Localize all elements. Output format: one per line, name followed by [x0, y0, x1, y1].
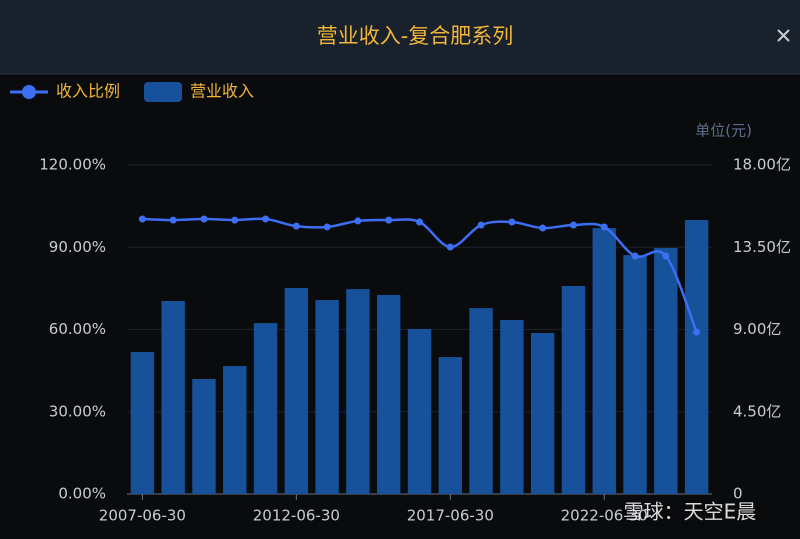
- line-point: [292, 222, 300, 230]
- line-point: [138, 215, 146, 223]
- bar: [130, 351, 155, 494]
- bar: [161, 300, 185, 494]
- bar: [561, 285, 586, 494]
- close-button[interactable]: [777, 29, 790, 42]
- bar: [377, 294, 401, 494]
- y2-tick-label: 4.50亿: [733, 402, 781, 420]
- line-point: [631, 252, 639, 260]
- legend-label: 营业收入: [190, 82, 254, 101]
- x-tick-label: 2022-06-30: [561, 507, 648, 525]
- bar: [438, 357, 462, 494]
- bar: [684, 220, 709, 494]
- line-point: [200, 215, 208, 223]
- y-tick-label: 0.00%: [58, 485, 106, 503]
- y2-tick-label: 18.00亿: [733, 156, 791, 174]
- line-point: [539, 224, 547, 232]
- bar: [592, 228, 616, 494]
- line-point: [662, 252, 670, 260]
- legend-label: 收入比例: [56, 82, 120, 101]
- line-point: [508, 218, 516, 226]
- bar: [654, 247, 678, 494]
- bar: [192, 379, 216, 494]
- line-point: [446, 243, 454, 251]
- y-tick-label: 30.00%: [49, 402, 106, 420]
- line-point: [262, 215, 270, 223]
- bar: [315, 300, 339, 494]
- bar: [407, 328, 432, 494]
- bar: [469, 308, 493, 494]
- x-tick-label: 2017-06-30: [407, 507, 494, 525]
- legend-box: [144, 82, 182, 102]
- y-tick-label: 90.00%: [49, 238, 106, 256]
- bar: [253, 323, 278, 494]
- y-tick-label: 120.00%: [39, 156, 106, 174]
- bar: [223, 366, 247, 494]
- x-tick-label: 2012-06-30: [253, 507, 340, 525]
- y2-unit: 单位(元): [695, 122, 752, 140]
- x-tick-label: 2007-06-30: [99, 507, 186, 525]
- bar: [346, 289, 370, 494]
- bar: [284, 288, 309, 494]
- header-bar: [0, 0, 800, 74]
- line-point: [693, 328, 701, 336]
- header-title: 营业收入-复合肥系列: [317, 24, 514, 48]
- y-tick-label: 60.00%: [49, 320, 106, 338]
- line-point: [416, 218, 423, 226]
- bar: [623, 255, 647, 494]
- line-point: [600, 223, 608, 231]
- line-point: [231, 216, 239, 224]
- bar: [530, 332, 555, 494]
- line-point: [385, 216, 393, 224]
- bar: [500, 319, 524, 494]
- y2-tick-label: 0: [733, 485, 743, 503]
- line-point: [354, 217, 362, 225]
- line-point: [569, 221, 577, 229]
- line-point: [477, 221, 485, 229]
- y2-tick-label: 9.00亿: [733, 320, 781, 338]
- y2-tick-label: 13.50亿: [733, 238, 791, 256]
- line-point: [169, 216, 177, 224]
- watermark: 雪球：天空E晨: [624, 500, 757, 524]
- line-point: [323, 223, 331, 231]
- legend-dot: [22, 85, 36, 99]
